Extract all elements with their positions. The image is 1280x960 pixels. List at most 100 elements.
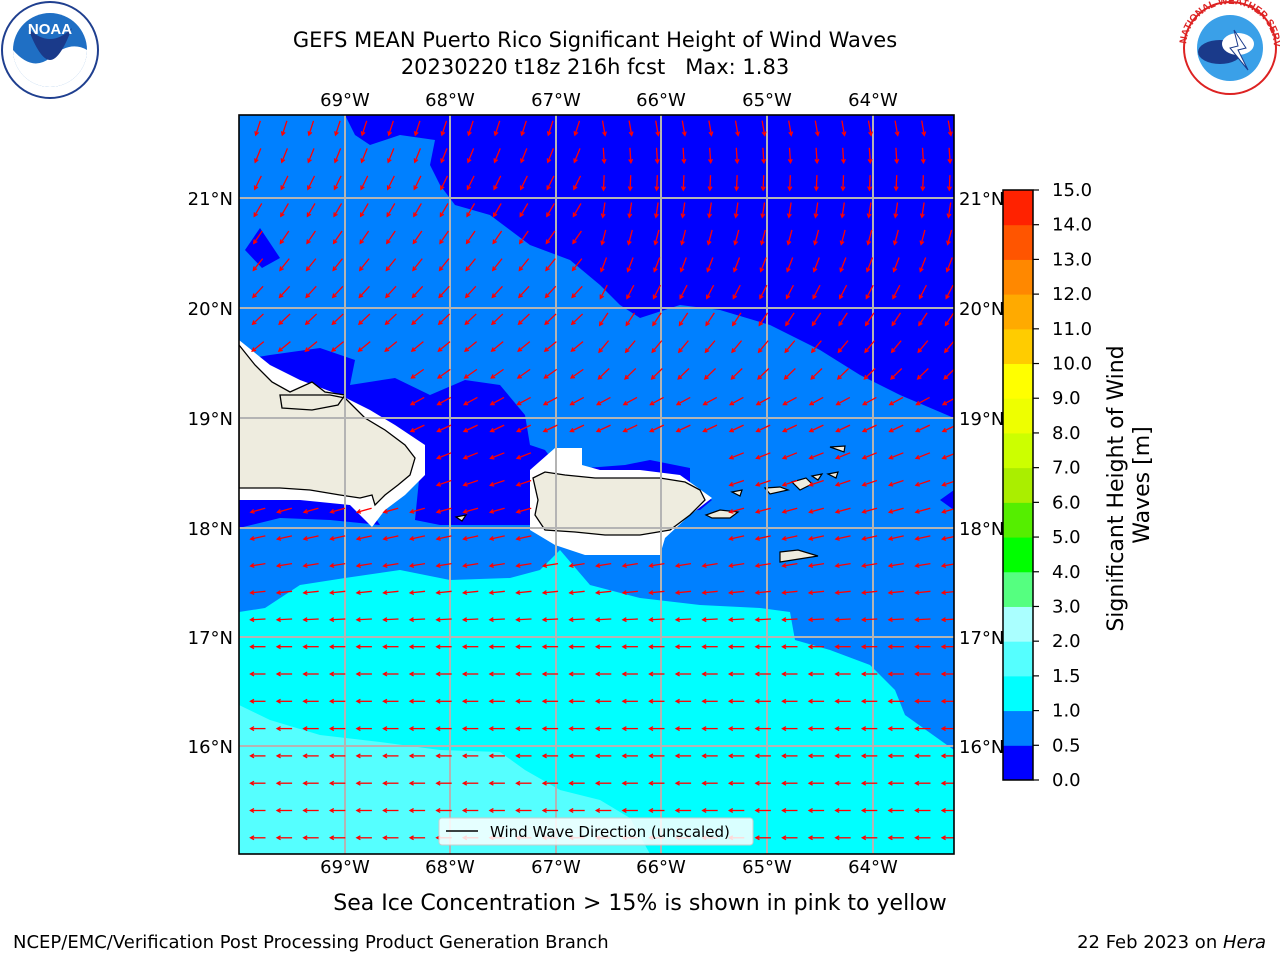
- wind-arrow: [781, 507, 798, 514]
- colorbar-segment: [1003, 710, 1033, 746]
- wind-arrow: [940, 698, 954, 704]
- wind-arrow: [439, 203, 449, 218]
- wind-arrow: [704, 340, 716, 354]
- wind-arrow: [839, 284, 848, 300]
- wind-arrow: [840, 175, 846, 192]
- wind-arrow: [594, 808, 612, 813]
- wind-arrow: [807, 535, 825, 541]
- lon-label-top: 69°W: [320, 90, 370, 111]
- wind-arrow: [781, 424, 798, 433]
- footer-host: Hera: [1222, 932, 1266, 953]
- wind-arrow: [914, 671, 931, 677]
- wind-arrow: [489, 396, 505, 406]
- wind-arrow: [302, 835, 319, 841]
- wind-arrow: [834, 835, 851, 841]
- wind-arrow: [627, 175, 633, 192]
- wind-arrow: [834, 808, 851, 813]
- wind-arrow: [867, 175, 873, 192]
- wind-arrow: [783, 368, 796, 380]
- map-legend: Wind Wave Direction (unscaled): [438, 817, 754, 846]
- wind-arrow: [706, 229, 713, 246]
- wind-arrow: [408, 726, 426, 732]
- wind-arrow: [594, 671, 612, 677]
- wind-arrow: [914, 535, 931, 541]
- wind-arrow: [650, 368, 663, 380]
- wind-arrow: [621, 562, 638, 568]
- wind-arrow: [280, 148, 289, 164]
- wind-arrow: [408, 780, 426, 786]
- wind-arrow: [914, 644, 931, 650]
- wind-arrow: [436, 396, 452, 406]
- wind-arrow: [438, 258, 450, 272]
- colorbar-tick-label: 5.0: [1052, 527, 1081, 548]
- wind-arrow: [622, 396, 638, 406]
- wind-arrow: [921, 120, 927, 137]
- wind-arrow: [569, 368, 584, 379]
- wind-arrow: [890, 340, 902, 354]
- wind-arrow: [728, 562, 745, 568]
- wind-arrow: [411, 285, 424, 299]
- wind-arrow: [249, 753, 266, 759]
- colorbar-tick-label: 9.0: [1052, 388, 1081, 409]
- wind-arrow: [860, 726, 878, 732]
- wind-arrow: [408, 644, 426, 650]
- wind-arrow: [807, 780, 825, 786]
- wind-arrow: [275, 808, 293, 813]
- wind-arrow: [755, 396, 771, 406]
- wind-arrow: [408, 671, 426, 677]
- wind-arrow: [807, 753, 825, 759]
- wind-arrow: [461, 590, 479, 596]
- wind-arrow: [914, 726, 931, 732]
- wind-arrow: [703, 368, 717, 380]
- wind-arrow: [329, 535, 346, 541]
- wind-arrow: [947, 120, 953, 137]
- wind-arrow: [462, 396, 478, 406]
- wind-arrow: [784, 340, 796, 354]
- wind-arrow: [887, 507, 904, 514]
- wind-arrow: [863, 368, 876, 380]
- wind-arrow: [727, 671, 745, 677]
- wind-arrow: [489, 452, 505, 460]
- wind-arrow: [648, 590, 665, 596]
- wind-arrow: [412, 258, 423, 272]
- wind-arrow: [621, 617, 638, 623]
- wind-arrow: [568, 726, 585, 732]
- map-axis-labels: 69°W 69°W 68°W 68°W 67°W 67°W 66°W 66°W 65°W 65°W…: [188, 90, 1005, 878]
- wind-arrow: [382, 753, 399, 759]
- wind-arrow: [355, 535, 372, 541]
- wind-arrow: [382, 835, 399, 841]
- wind-arrow: [946, 229, 953, 246]
- wind-arrow: [914, 617, 931, 623]
- wind-arrow: [382, 780, 399, 786]
- wind-arrow: [462, 507, 479, 514]
- wind-arrow: [435, 617, 452, 623]
- wind-arrow: [355, 780, 372, 786]
- colorbar-segment: [1003, 606, 1033, 642]
- wind-arrow: [249, 671, 266, 677]
- wind-arrow: [914, 780, 931, 786]
- colorbar-tick-label: 6.0: [1052, 492, 1081, 513]
- wind-arrow: [621, 780, 638, 786]
- wind-arrow: [834, 644, 851, 650]
- wind-arrow: [808, 452, 824, 460]
- wind-arrow: [440, 148, 448, 164]
- wind-arrow: [386, 230, 396, 245]
- wind-arrow: [887, 617, 904, 623]
- wind-arrow: [860, 617, 878, 623]
- wind-arrow: [834, 562, 851, 568]
- wind-arrow: [488, 726, 505, 732]
- wind-arrow: [435, 479, 452, 487]
- wind-arrow: [892, 229, 899, 246]
- wind-arrow: [277, 341, 291, 353]
- colorbar-tick-label: 15.0: [1052, 180, 1092, 201]
- wind-arrow: [541, 753, 559, 759]
- wind-arrow: [834, 698, 851, 704]
- wind-arrow: [917, 340, 929, 354]
- wind-arrow: [328, 617, 346, 623]
- wind-arrow: [781, 835, 798, 841]
- wind-arrow: [279, 230, 290, 245]
- lon-label-top: 65°W: [742, 90, 792, 111]
- lat-label-left: 19°N: [188, 409, 233, 430]
- wind-arrow: [681, 120, 687, 137]
